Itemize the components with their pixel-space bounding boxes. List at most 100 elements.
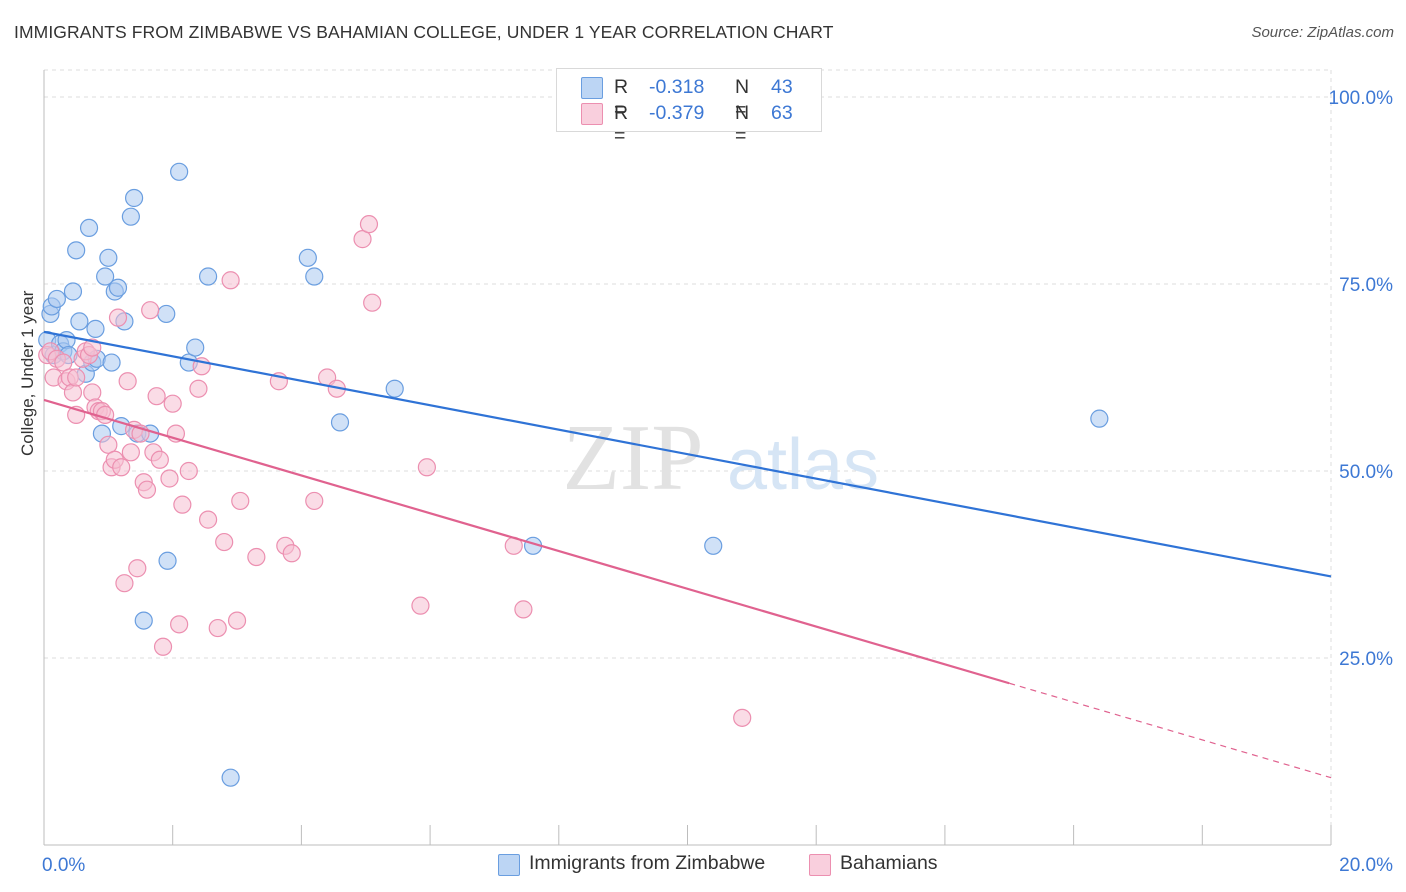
axes	[43, 70, 1332, 846]
stats-legend: R = -0.318 N = 43 R = -0.379 N = 63	[556, 68, 822, 147]
y-tick-label: 75.0%	[1339, 275, 1393, 296]
zimbabwe-swatch	[581, 77, 603, 99]
data-point	[137, 480, 157, 499]
tick-labels: 25.0% 50.0% 75.0% 100.0% 0.0% 20.0%	[42, 88, 1393, 876]
data-point	[198, 267, 218, 286]
data-point	[385, 379, 404, 398]
data-point	[353, 230, 372, 249]
data-point	[118, 372, 137, 391]
data-point	[173, 495, 192, 514]
y-tick-label: 50.0%	[1339, 462, 1393, 483]
data-point	[141, 301, 160, 320]
source-label: Source: ZipAtlas.com	[1251, 24, 1394, 41]
data-point	[153, 637, 173, 656]
data-point	[359, 215, 379, 234]
data-point	[208, 618, 227, 638]
series-zimbabwe	[38, 162, 1109, 787]
watermark-atlas: atlas	[727, 425, 879, 505]
r-value: -0.318	[649, 76, 705, 98]
zimbabwe-swatch	[498, 854, 520, 876]
r-value: -0.379	[649, 102, 705, 124]
data-point	[160, 469, 179, 488]
data-point	[305, 491, 324, 511]
data-point	[124, 188, 144, 208]
data-point	[96, 267, 115, 286]
data-point	[231, 491, 250, 511]
trend-line	[43, 330, 1332, 578]
r-label: R =	[614, 76, 629, 121]
data-point	[83, 383, 102, 402]
data-point	[121, 207, 140, 226]
data-point	[108, 278, 128, 297]
x-tick-label: 20.0%	[1339, 855, 1393, 876]
data-point	[221, 271, 240, 290]
n-value: 43	[771, 76, 793, 98]
data-point	[704, 536, 723, 555]
data-point	[305, 267, 324, 286]
n-label: N =	[735, 76, 750, 121]
bahamians-swatch	[581, 103, 603, 125]
data-point	[67, 368, 86, 387]
trend-lines	[43, 330, 1332, 779]
legend-label: Bahamians	[840, 852, 938, 874]
data-point	[102, 353, 121, 372]
data-point	[179, 461, 198, 481]
data-point	[514, 600, 533, 619]
y-axis-label: College, Under 1 year	[18, 290, 37, 456]
chart-title: IMMIGRANTS FROM ZIMBABWE VS BAHAMIAN COL…	[14, 22, 834, 42]
series-legend: Immigrants from Zimbabwe Bahamians	[0, 850, 1406, 878]
y-tick-label: 100.0%	[1329, 88, 1394, 109]
data-point	[96, 405, 115, 424]
data-point	[1090, 409, 1109, 428]
data-point	[157, 304, 176, 324]
trend-line-extension	[1009, 682, 1332, 779]
data-point	[215, 532, 234, 552]
data-point	[128, 559, 147, 578]
data-point	[70, 312, 89, 331]
data-point	[417, 458, 436, 477]
data-point	[67, 241, 86, 260]
watermark-zip: ZIP	[563, 406, 704, 510]
data-point	[112, 458, 131, 477]
data-point	[186, 338, 205, 357]
data-point	[99, 435, 118, 454]
data-point	[330, 413, 350, 432]
data-point	[163, 394, 182, 413]
x-tick-label: 0.0%	[42, 855, 85, 876]
series-bahamians	[38, 215, 752, 727]
data-point	[115, 574, 134, 593]
data-point	[247, 547, 266, 567]
data-point	[99, 248, 118, 267]
data-point	[221, 768, 240, 787]
data-point	[150, 450, 169, 469]
data-point	[108, 308, 128, 327]
data-point	[298, 248, 317, 267]
legend-label: Immigrants from Zimbabwe	[529, 852, 766, 874]
trend-line	[43, 398, 1010, 685]
y-tick-label: 25.0%	[1339, 649, 1393, 670]
data-point	[198, 510, 218, 529]
data-point	[79, 218, 99, 237]
data-point	[227, 611, 247, 630]
data-point	[121, 443, 140, 462]
data-point	[86, 319, 105, 338]
data-point	[63, 282, 83, 301]
data-point	[363, 293, 382, 312]
data-point	[54, 353, 73, 372]
data-point	[411, 596, 430, 615]
n-value: 63	[771, 102, 793, 124]
r-label: R =	[614, 102, 629, 147]
data-point	[63, 383, 83, 402]
data-point	[47, 289, 66, 309]
bahamians-swatch	[809, 854, 831, 876]
data-point	[170, 162, 189, 181]
data-point	[83, 338, 102, 357]
data-point	[134, 611, 153, 630]
data-point	[158, 551, 177, 570]
watermark: ZIP atlas	[563, 406, 880, 510]
data-point	[147, 387, 166, 406]
data-point	[189, 379, 208, 398]
data-point	[733, 708, 752, 727]
data-point	[282, 544, 301, 563]
